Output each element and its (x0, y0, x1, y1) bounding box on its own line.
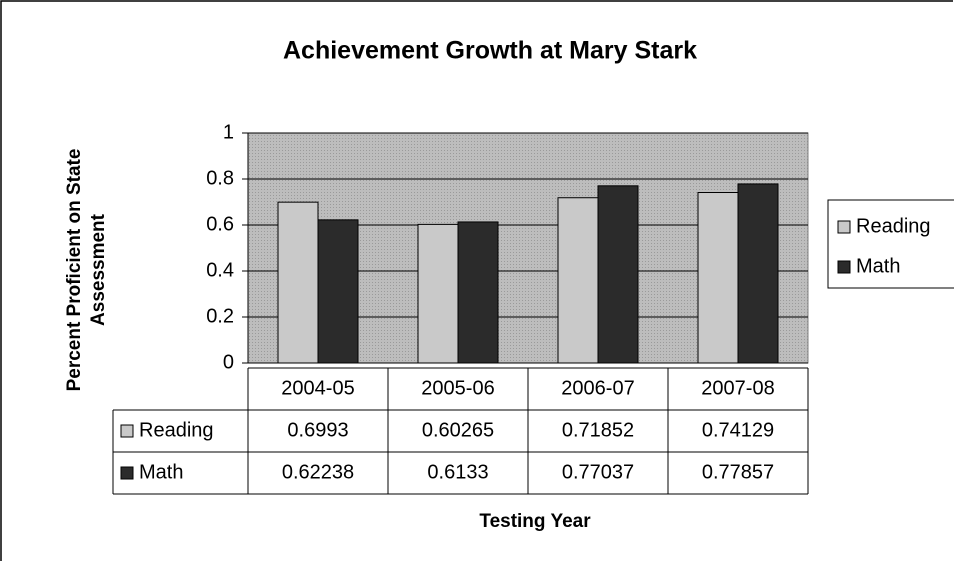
table-value: 0.77857 (702, 461, 774, 483)
table-value: 0.60265 (422, 419, 494, 441)
bar (557, 197, 599, 364)
legend-label: Math (856, 255, 900, 277)
legend-box (827, 199, 954, 289)
table-value: 0.74129 (702, 419, 774, 441)
table-value: 0.6133 (427, 461, 488, 483)
chart-title: Achievement Growth at Mary Stark (283, 37, 697, 65)
table-row-label: Math (139, 461, 183, 483)
bar (697, 192, 739, 364)
table-value: 0.62238 (282, 461, 354, 483)
table-legend-key (120, 466, 134, 480)
table-legend-key (120, 424, 134, 438)
table-value: 0.77037 (562, 461, 634, 483)
bar (597, 185, 639, 364)
legend-key (837, 220, 851, 234)
y-axis-title-line: Percent Proficient on State (64, 149, 85, 392)
y-tick-label: 0.8 (206, 167, 234, 189)
bar (417, 223, 459, 364)
y-axis-title: Percent Proficient on State Assessment (64, 149, 109, 392)
y-tick-label: 0.2 (206, 305, 234, 327)
y-tick-label: 0.6 (206, 213, 234, 235)
x-axis-title: Testing Year (479, 511, 591, 532)
y-axis-title-line: Assessment (88, 213, 109, 326)
x-tick-label: 2005-06 (421, 377, 494, 399)
x-tick-label: 2007-08 (701, 377, 774, 399)
table-row-label: Reading (139, 419, 214, 441)
x-tick-label: 2004-05 (281, 377, 354, 399)
y-tick-label: 0.4 (206, 259, 234, 281)
legend-key (837, 260, 851, 274)
y-tick-label: 0 (223, 351, 234, 373)
legend-label: Reading (856, 215, 931, 237)
bar (737, 183, 779, 364)
bar (317, 219, 359, 364)
y-tick-label: 1 (223, 121, 234, 143)
x-tick-label: 2006-07 (561, 377, 634, 399)
bar (457, 221, 499, 364)
table-value: 0.71852 (562, 419, 634, 441)
table-value: 0.6993 (287, 419, 348, 441)
bar (277, 201, 319, 364)
